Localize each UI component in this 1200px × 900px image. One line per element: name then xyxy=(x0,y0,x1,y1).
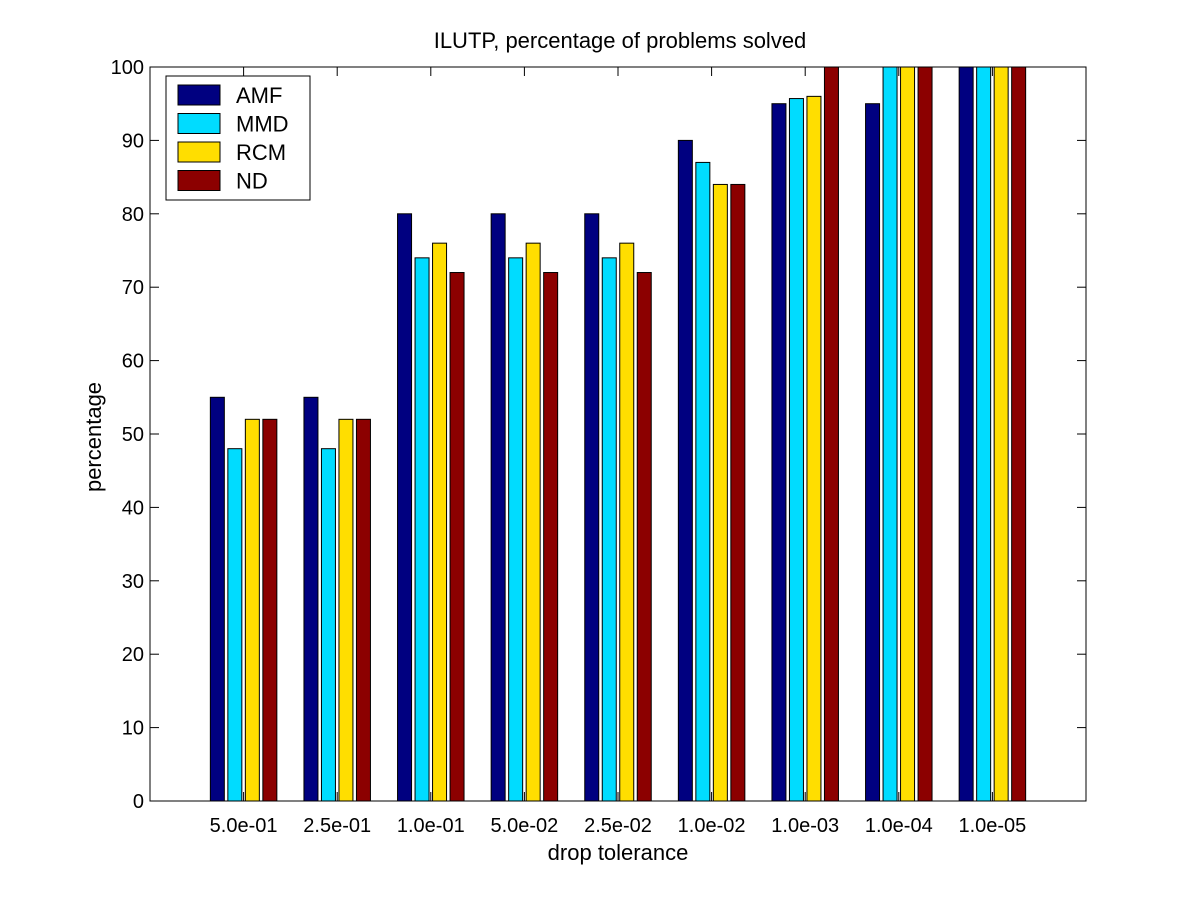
bar-mmd-0 xyxy=(227,448,243,802)
bars-group xyxy=(209,66,1027,802)
legend-swatch-rcm xyxy=(177,141,221,163)
y-tick-label: 90 xyxy=(122,130,144,152)
bar-nd-3 xyxy=(543,272,559,802)
y-tick-label: 30 xyxy=(122,571,144,593)
legend-label-amf: AMF xyxy=(236,83,282,108)
bar-rcm-3 xyxy=(525,242,541,802)
bar-amf-8 xyxy=(958,66,974,802)
legend-label-nd: ND xyxy=(236,169,268,194)
x-tick-label: 2.5e-01 xyxy=(303,815,371,837)
bar-amf-4 xyxy=(584,213,600,802)
x-axis: 5.0e-01 2.5e-01 1.0e-01 5.0e-02 2.5e-02 1.0e-… xyxy=(210,67,1026,837)
x-axis-title: drop tolerance xyxy=(548,840,689,865)
chart-title: ILUTP, percentage of problems solved xyxy=(434,28,807,53)
bar-mmd-3 xyxy=(508,257,524,802)
bar-nd-1 xyxy=(355,418,371,802)
y-tick-label: 80 xyxy=(122,204,144,226)
bar-rcm-4 xyxy=(619,242,635,802)
bar-mmd-1 xyxy=(320,448,336,802)
bar-amf-7 xyxy=(865,103,881,802)
bar-amf-2 xyxy=(397,213,413,802)
bar-amf-1 xyxy=(303,396,319,802)
y-tick-label: 70 xyxy=(122,277,144,299)
bar-mmd-8 xyxy=(976,66,992,802)
x-tick-label: 1.0e-05 xyxy=(958,815,1026,837)
bar-rcm-1 xyxy=(338,418,354,802)
bar-mmd-5 xyxy=(695,161,711,802)
bar-nd-5 xyxy=(730,183,746,802)
y-tick-label: 60 xyxy=(122,351,144,373)
legend-swatch-amf xyxy=(177,84,221,106)
x-tick-label: 2.5e-02 xyxy=(584,815,652,837)
bar-nd-7 xyxy=(917,66,933,802)
bar-nd-0 xyxy=(262,418,278,802)
bar-mmd-6 xyxy=(788,98,804,802)
y-tick-label: 100 xyxy=(111,57,144,79)
legend-label-rcm: RCM xyxy=(236,140,286,165)
bar-mmd-2 xyxy=(414,257,430,802)
bar-amf-6 xyxy=(771,103,787,802)
bar-rcm-6 xyxy=(806,95,822,802)
x-tick-label: 5.0e-02 xyxy=(490,815,558,837)
y-tick-label: 0 xyxy=(133,791,144,813)
legend-swatch-nd xyxy=(177,170,221,191)
x-tick-label: 1.0e-01 xyxy=(397,815,465,837)
bar-amf-3 xyxy=(490,213,506,802)
bar-mmd-4 xyxy=(601,257,617,802)
bar-rcm-8 xyxy=(993,66,1009,802)
bar-mmd-7 xyxy=(882,66,898,802)
x-tick-label: 1.0e-03 xyxy=(771,815,839,837)
y-tick-label: 40 xyxy=(122,497,144,519)
bar-amf-0 xyxy=(209,396,225,802)
x-tick-label: 1.0e-02 xyxy=(678,815,746,837)
x-tick-label: 1.0e-04 xyxy=(865,815,933,837)
bar-amf-5 xyxy=(677,139,693,802)
legend-swatch-mmd xyxy=(177,113,221,134)
bar-rcm-7 xyxy=(900,66,916,802)
legend: AMF MMD RCM ND xyxy=(165,75,311,201)
y-axis-title: percentage xyxy=(81,382,106,492)
x-tick-label: 5.0e-01 xyxy=(210,815,278,837)
legend-label-mmd: MMD xyxy=(236,112,289,137)
y-axis: 0 10 20 30 40 50 60 70 80 90 100 xyxy=(111,57,1086,813)
bar-nd-6 xyxy=(823,66,839,802)
y-tick-label: 10 xyxy=(122,718,144,740)
bar-nd-8 xyxy=(1011,66,1027,802)
y-tick-label: 50 xyxy=(122,424,144,446)
bar-rcm-0 xyxy=(244,418,260,802)
bar-nd-4 xyxy=(636,272,652,802)
bar-nd-2 xyxy=(449,272,465,802)
y-tick-label: 20 xyxy=(122,644,144,666)
bar-rcm-2 xyxy=(432,242,448,802)
bar-rcm-5 xyxy=(712,183,728,802)
